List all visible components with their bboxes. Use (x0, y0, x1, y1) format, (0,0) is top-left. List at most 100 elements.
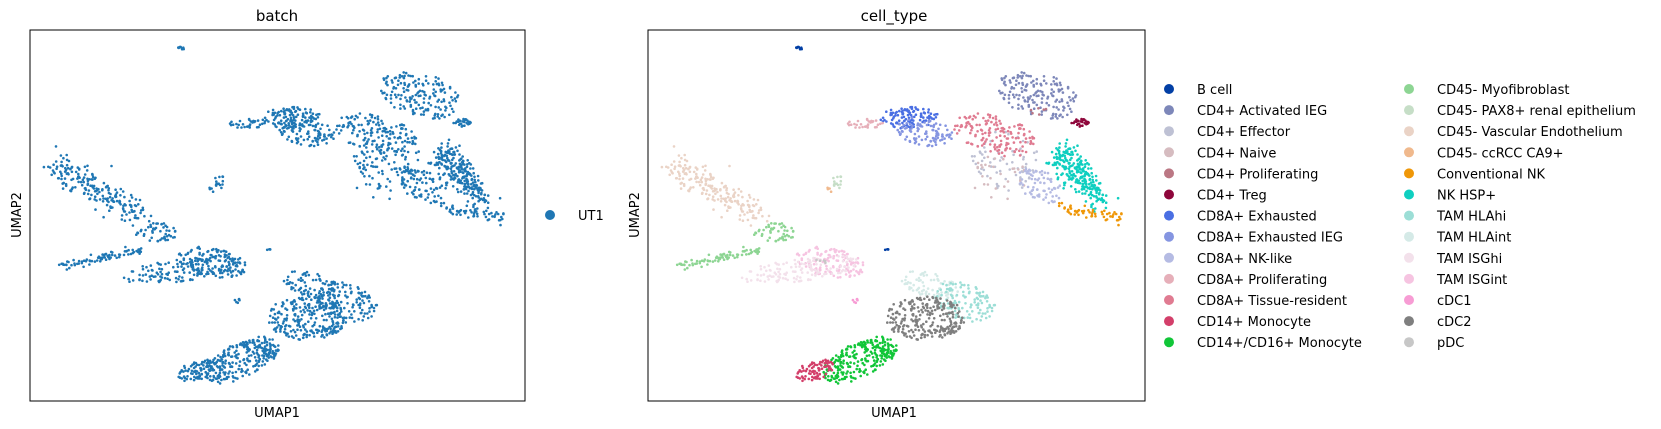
cell-type-point (1035, 82, 1038, 85)
cell-type-point (931, 128, 935, 132)
cell-type-point (958, 325, 961, 328)
cell-type-point (1039, 181, 1042, 184)
batch-point (188, 271, 191, 274)
cell-type-point (1025, 172, 1029, 175)
cell-type-point (756, 198, 760, 202)
batch-point (175, 270, 178, 274)
cell-type-point (1024, 167, 1028, 171)
batch-point (174, 276, 178, 280)
batch-point (207, 258, 211, 262)
cell-type-point (941, 329, 945, 332)
cell-type-point (730, 200, 733, 203)
cell-type-point (1031, 169, 1035, 172)
cell-type-point (853, 263, 856, 267)
cell-type-point (914, 318, 917, 321)
cell-type-point (1062, 150, 1065, 154)
cell-type-point (829, 190, 833, 193)
cell-type-point (672, 160, 676, 163)
cell-type-point (917, 279, 921, 283)
batch-point (357, 317, 360, 321)
batch-point (312, 331, 316, 335)
batch-point (294, 334, 298, 337)
batch-point (304, 322, 307, 326)
cell-type-point (956, 124, 959, 127)
batch-point (336, 282, 339, 286)
cell-type-point (759, 279, 762, 283)
batch-point (271, 349, 275, 353)
batch-point (437, 82, 440, 85)
batch-point (362, 159, 366, 163)
cell-type-point (941, 282, 945, 286)
batch-point (369, 134, 373, 137)
cell-type-point (819, 254, 822, 257)
batch-point (461, 163, 464, 166)
batch-point (317, 132, 320, 136)
batch-point (432, 92, 435, 95)
cell-type-point (806, 257, 810, 261)
cell-type-point (1028, 176, 1031, 179)
cell-type-point (782, 224, 785, 227)
cell-type-point (801, 366, 805, 370)
batch-point (350, 122, 353, 126)
batch-point (295, 307, 298, 310)
batch-point (431, 180, 435, 183)
batch-point (95, 189, 98, 193)
batch-point (311, 311, 314, 315)
batch-point (401, 140, 404, 144)
cell-type-point (1032, 93, 1036, 97)
cell-type-point (706, 178, 709, 181)
cell-type-point (688, 263, 691, 267)
batch-point (400, 182, 404, 185)
cell-type-point (1081, 163, 1084, 166)
batch-point (201, 254, 204, 257)
batch-point (265, 340, 269, 344)
batch-point (349, 284, 352, 287)
cell-type-point (1083, 179, 1087, 183)
cell-type-point (675, 263, 679, 267)
batch-point (311, 278, 315, 282)
batch-point (338, 312, 342, 315)
batch-point (192, 273, 196, 277)
batch-point (186, 369, 190, 373)
cell-type-point (1052, 105, 1055, 109)
cell-type-point (808, 369, 812, 373)
cell-type-point (915, 288, 919, 292)
cell-type-point (986, 174, 989, 178)
cell-type-point (839, 179, 843, 183)
cell-type-point (821, 275, 824, 278)
cell-type-point (884, 359, 887, 363)
cell-type-point (951, 315, 955, 319)
cell-type-point (885, 120, 888, 123)
batch-point (110, 253, 114, 257)
batch-point (486, 194, 490, 197)
batch-point (279, 131, 283, 134)
batch-point (454, 121, 458, 125)
cell-type-point (1020, 124, 1024, 127)
cell-type-point (795, 253, 799, 256)
cell-type-point (1069, 204, 1072, 207)
cell-type-point (922, 107, 925, 111)
cell-type-point (837, 254, 840, 258)
batch-point (401, 176, 404, 179)
cell-type-point (1074, 94, 1078, 97)
batch-point (321, 282, 325, 285)
cell-type-point (911, 312, 915, 316)
batch-point (64, 182, 68, 186)
cell-type-point (832, 371, 836, 375)
cell-type-point (1056, 176, 1060, 179)
cell-type-point (919, 324, 923, 327)
batch-point (128, 211, 131, 214)
batch-point (181, 276, 184, 279)
cell-type-point (1003, 76, 1006, 80)
batch-point (394, 87, 398, 90)
batch-point (159, 229, 162, 233)
batch-point (306, 119, 310, 122)
batch-point (404, 127, 408, 131)
cell-type-point (926, 306, 929, 310)
cell-type-point (994, 128, 998, 131)
cell-type-point (740, 208, 743, 211)
cell-type-point (745, 253, 748, 256)
cell-type-point (865, 354, 869, 358)
batch-point (302, 308, 305, 312)
